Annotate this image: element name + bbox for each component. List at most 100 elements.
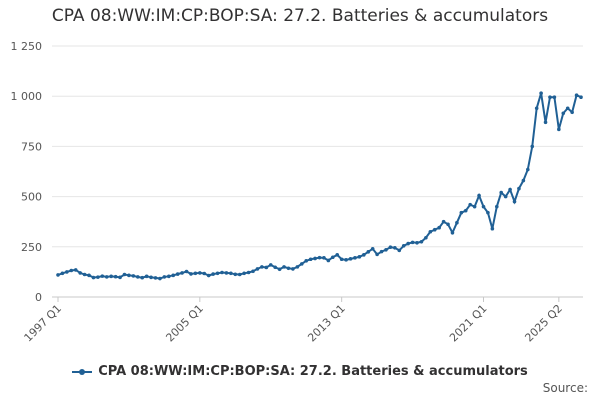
data-point[interactable] [579, 95, 583, 100]
data-point[interactable] [131, 274, 136, 278]
data-point[interactable] [135, 275, 140, 279]
data-point[interactable] [291, 267, 295, 271]
data-point[interactable] [508, 187, 512, 192]
data-point[interactable] [193, 271, 198, 276]
data-point[interactable] [530, 144, 535, 149]
data-point[interactable] [543, 120, 548, 125]
data-point[interactable] [548, 95, 552, 100]
data-point[interactable] [282, 265, 286, 269]
data-point[interactable] [246, 270, 251, 275]
data-point[interactable] [388, 245, 393, 250]
data-point[interactable] [393, 246, 397, 250]
data-point[interactable] [69, 268, 74, 273]
data-point[interactable] [357, 255, 362, 259]
data-point[interactable] [224, 271, 229, 275]
data-point[interactable] [432, 227, 437, 232]
data-point[interactable] [211, 272, 215, 276]
data-point[interactable] [415, 240, 419, 245]
data-point[interactable] [233, 272, 238, 277]
data-point[interactable] [273, 265, 277, 270]
data-point[interactable] [251, 269, 255, 274]
data-point[interactable] [526, 167, 530, 172]
data-point[interactable] [494, 204, 499, 209]
data-point[interactable] [189, 272, 193, 276]
data-point[interactable] [149, 275, 153, 280]
data-point[interactable] [317, 255, 322, 260]
data-point[interactable] [167, 274, 171, 279]
legend[interactable]: CPA 08:WW:IM:CP:BOP:SA: 27.2. Batteries … [0, 364, 600, 379]
data-point[interactable] [335, 253, 340, 257]
data-point[interactable] [78, 271, 82, 275]
data-point[interactable] [304, 259, 309, 263]
data-point[interactable] [490, 226, 495, 231]
data-point[interactable] [198, 271, 202, 275]
data-point[interactable] [472, 204, 477, 209]
data-point[interactable] [437, 225, 441, 230]
data-point[interactable] [127, 273, 131, 278]
data-point[interactable] [220, 270, 224, 275]
data-point[interactable] [122, 272, 127, 277]
data-point[interactable] [565, 106, 570, 111]
data-point[interactable] [477, 193, 481, 198]
data-point[interactable] [180, 271, 184, 275]
data-point[interactable] [362, 253, 366, 257]
data-point[interactable] [450, 230, 455, 235]
data-point[interactable] [60, 271, 65, 276]
data-point[interactable] [370, 247, 375, 251]
data-point[interactable] [481, 204, 486, 209]
data-point[interactable] [313, 256, 317, 261]
data-point[interactable] [455, 220, 459, 225]
data-point[interactable] [424, 235, 428, 240]
data-point[interactable] [91, 275, 96, 280]
data-point[interactable] [96, 275, 100, 279]
data-point[interactable] [184, 269, 189, 274]
data-point[interactable] [486, 210, 490, 215]
data-point[interactable] [339, 257, 344, 262]
data-point[interactable] [557, 127, 561, 132]
data-point[interactable] [379, 249, 384, 254]
data-point[interactable] [384, 248, 388, 252]
data-point[interactable] [264, 265, 269, 270]
data-point[interactable] [299, 262, 304, 266]
data-point[interactable] [87, 273, 91, 278]
data-point[interactable] [229, 271, 233, 276]
data-point[interactable] [206, 273, 211, 278]
data-point[interactable] [73, 268, 78, 272]
data-point[interactable] [242, 271, 246, 276]
data-point[interactable] [517, 186, 521, 191]
data-point[interactable] [574, 93, 579, 97]
data-point[interactable] [330, 255, 335, 260]
data-point[interactable] [366, 250, 371, 254]
data-point[interactable] [308, 257, 313, 262]
data-point[interactable] [65, 270, 69, 274]
data-point[interactable] [268, 263, 273, 267]
data-point[interactable] [277, 267, 282, 272]
data-point[interactable] [397, 248, 402, 253]
data-point[interactable] [82, 272, 87, 277]
data-point[interactable] [100, 274, 105, 278]
data-point[interactable] [286, 266, 291, 271]
data-point[interactable] [158, 276, 162, 281]
data-point[interactable] [348, 257, 353, 261]
data-point[interactable] [202, 271, 207, 276]
data-point[interactable] [521, 178, 526, 183]
data-point[interactable] [375, 252, 379, 257]
data-point[interactable] [171, 273, 176, 278]
data-point[interactable] [215, 271, 220, 276]
data-point[interactable] [104, 275, 109, 279]
data-point[interactable] [153, 276, 158, 280]
data-point[interactable] [353, 256, 357, 260]
data-point[interactable] [144, 274, 149, 279]
data-point[interactable] [406, 241, 410, 246]
data-point[interactable] [162, 275, 167, 279]
data-point[interactable] [118, 275, 122, 280]
data-point[interactable] [512, 199, 517, 204]
data-point[interactable] [344, 258, 348, 262]
data-point[interactable] [446, 222, 450, 227]
data-point[interactable] [322, 256, 326, 260]
data-point[interactable] [468, 202, 472, 207]
data-point[interactable] [419, 239, 424, 244]
data-point[interactable] [237, 272, 242, 277]
data-point[interactable] [295, 265, 300, 269]
data-point[interactable] [401, 243, 406, 248]
